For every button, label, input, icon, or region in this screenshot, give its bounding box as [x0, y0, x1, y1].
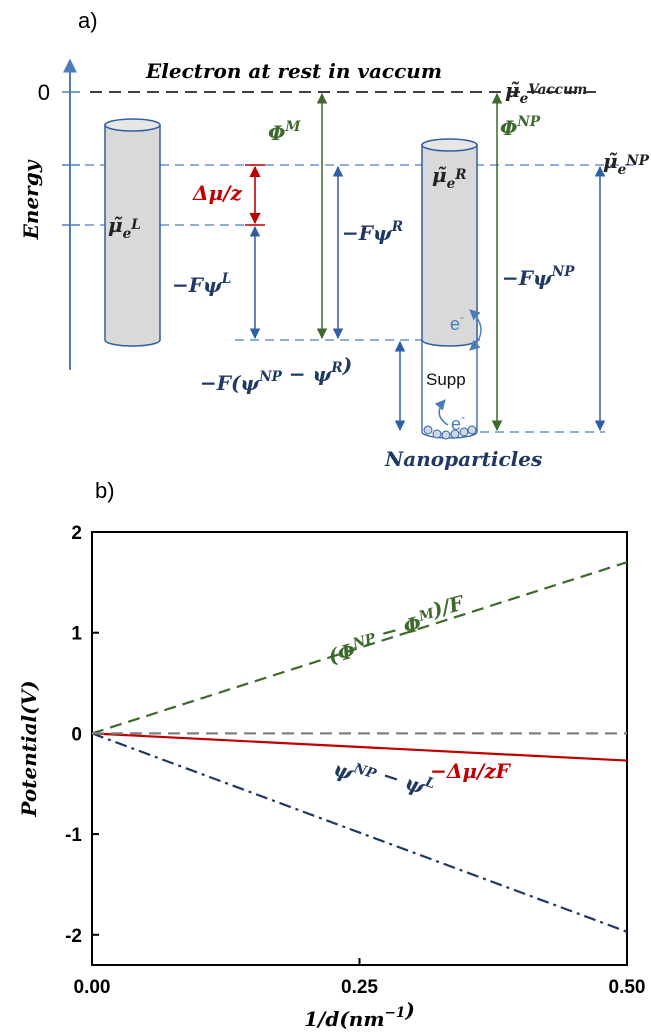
text-part: Δμ/z [192, 181, 242, 205]
diagram-label: Electron at rest in vaccum [145, 59, 442, 83]
text-part: )/F [429, 590, 468, 622]
superscript: - [461, 410, 465, 424]
text-part: Nanoparticles [384, 447, 542, 471]
superscript: R [330, 360, 342, 376]
superscript: NP [551, 264, 575, 280]
x-tick-label: 0.25 [341, 977, 378, 998]
subscript: e [123, 226, 132, 242]
text-part: e [451, 414, 461, 434]
diagram-label: −FψNP [502, 264, 575, 290]
superscript: - [460, 310, 464, 324]
superscript: R [391, 219, 403, 235]
diagram-label: ΦNP [500, 114, 541, 140]
text-part: −Fψ [502, 266, 553, 290]
particle [433, 430, 441, 438]
diagram-label: Nanoparticles [384, 447, 542, 471]
x-tick-label: 0.00 [74, 977, 111, 998]
text-part: −Δμ/zF [430, 759, 512, 783]
particle [468, 426, 476, 434]
cylinder-top [105, 119, 160, 131]
zero-label: 0 [38, 80, 50, 105]
superscript: M [284, 119, 301, 135]
text-part: Φ [500, 116, 518, 140]
text-part: μ̃ [432, 163, 447, 187]
panel-label: b) [95, 478, 115, 503]
chart: -2 -1 0 1 2 0.00 0.25 0.50 1/d(nm−1) Potential(V)… [17, 523, 645, 1031]
subscript: e [447, 176, 456, 192]
subscript: e [520, 91, 529, 107]
text-part: ) [404, 998, 414, 1022]
superscript: Vaccum [528, 82, 587, 98]
diagram-label: Supp [426, 370, 466, 389]
diagram-label: −F(ψNP − ψR) [200, 353, 352, 395]
superscript: L [130, 217, 141, 233]
figure: a) 0 Energy [0, 0, 651, 1036]
text-part: μ̃ [603, 149, 618, 173]
superscript: R [454, 167, 466, 183]
superscript: NP [258, 369, 282, 385]
diagram-label: −FψL [172, 271, 231, 297]
y-tick-label: -2 [65, 926, 82, 947]
text-part: Electron at rest in vaccum [145, 59, 442, 83]
subscript: e [618, 162, 627, 178]
energy-label: Energy [19, 159, 43, 240]
text-part: Potential(V) [17, 680, 41, 817]
diagram-label: Δμ/z [192, 181, 242, 205]
superscript: NP [625, 153, 649, 169]
diagram-label: μ̃eVaccum [505, 78, 587, 107]
text-part: ) [342, 353, 352, 377]
y-axis-label: Potential(V) [17, 680, 41, 817]
text-part: − Φ [371, 611, 424, 647]
data-line [92, 733, 627, 760]
panel-label: a) [78, 8, 98, 33]
text-part: −F(ψ [200, 371, 260, 395]
superscript: −1 [385, 1005, 406, 1021]
x-axis-label: 1/d(nm−1) [304, 998, 415, 1031]
y-tick-label: -1 [65, 825, 82, 846]
level-lines [85, 165, 640, 432]
diagram-label: μ̃eNP [603, 149, 650, 178]
x-tick-label: 0.50 [609, 977, 646, 998]
text-part: e [450, 314, 460, 334]
y-tick-label: 1 [71, 624, 82, 645]
particle [442, 431, 450, 439]
text-part: μ̃ [505, 78, 520, 102]
diagram-label: ΦM [268, 119, 301, 145]
text-part: 1/d(nm [304, 1007, 384, 1031]
line-annotation: −Δμ/zF [430, 759, 512, 783]
line-annotation: (ΦNP − ΦM)/F [321, 590, 472, 668]
particle [460, 428, 468, 436]
cylinder-top [422, 139, 477, 151]
superscript: NP [516, 114, 540, 130]
y-tick-label: 0 [71, 724, 82, 745]
text-part: −Fψ [342, 221, 393, 245]
text-part: Φ [268, 121, 286, 145]
text-part: − ψ [282, 362, 333, 386]
line-annotation: ψNP − ψL [331, 746, 437, 810]
text-part: μ̃ [108, 213, 123, 237]
diagram-label: −FψR [342, 219, 403, 245]
text-part: Supp [426, 370, 466, 389]
superscript: L [221, 271, 232, 287]
y-tick-label: 2 [71, 523, 82, 544]
text-part: − ψ [373, 761, 429, 799]
plot-frame [92, 532, 627, 965]
particle [424, 426, 432, 434]
text-part: −Fψ [172, 273, 223, 297]
